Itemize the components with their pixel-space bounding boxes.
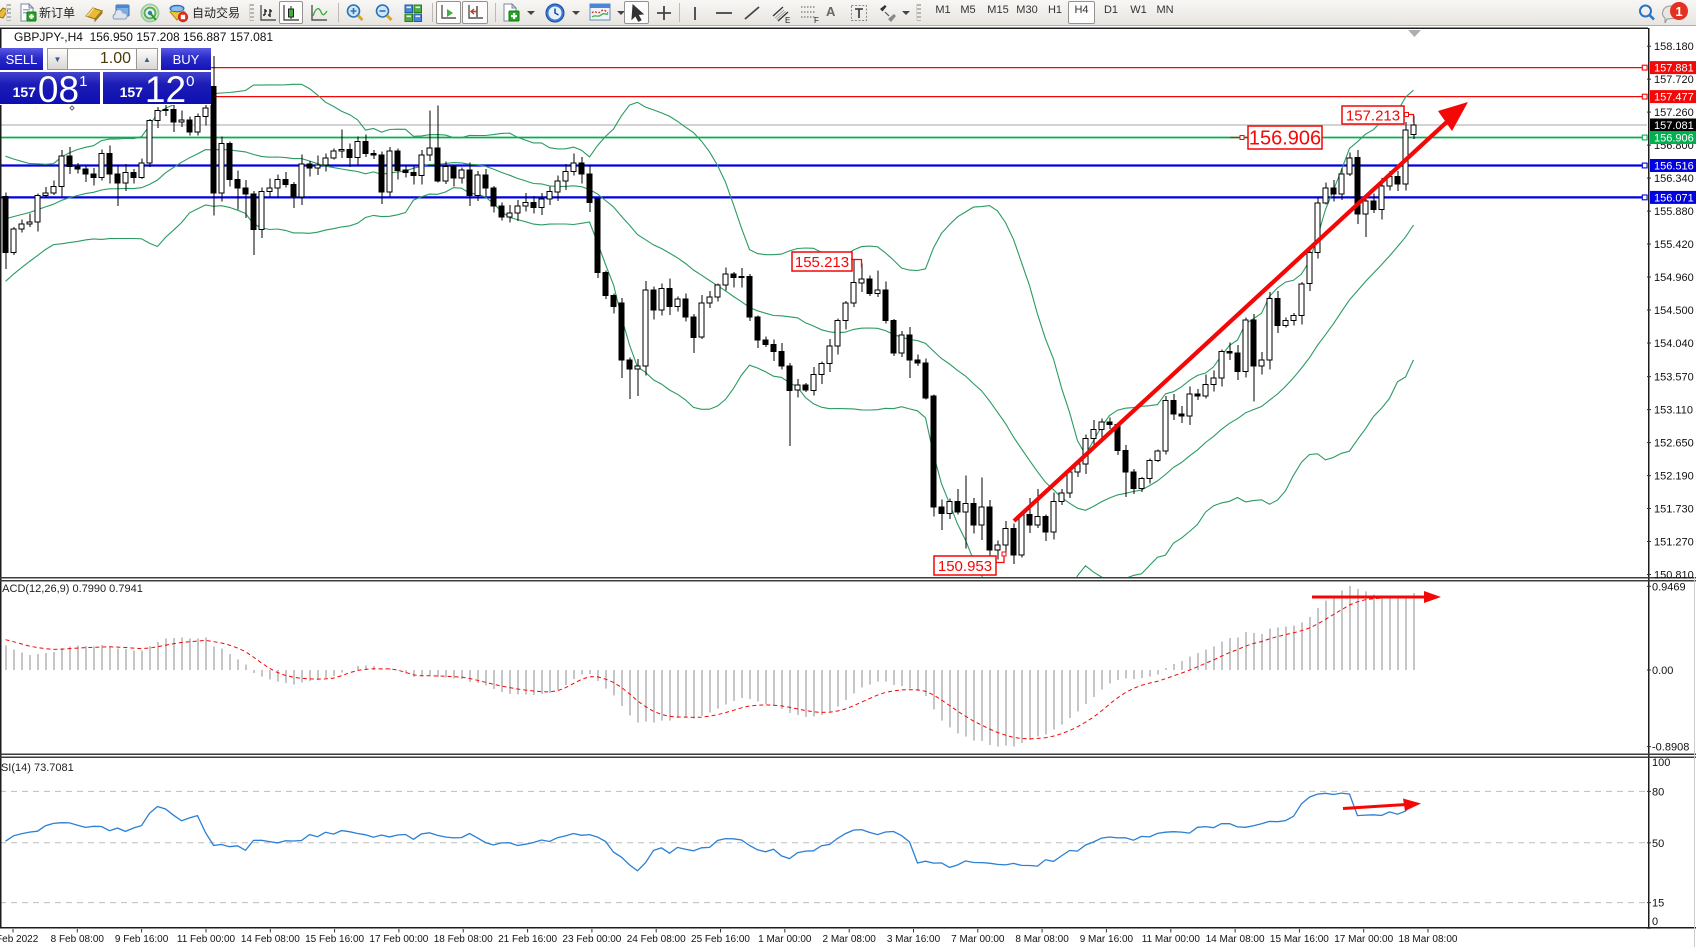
svg-text:156.906: 156.906	[1249, 128, 1321, 150]
svg-text:11 Mar 00:00: 11 Mar 00:00	[1142, 934, 1201, 945]
svg-text:18 Feb 08:00: 18 Feb 08:00	[434, 934, 493, 945]
svg-text:152.190: 152.190	[1654, 471, 1694, 483]
svg-text:15: 15	[1652, 898, 1664, 910]
svg-text:0: 0	[1652, 916, 1658, 928]
svg-text:9 Mar 16:00: 9 Mar 16:00	[1080, 934, 1134, 945]
svg-text:0.9469: 0.9469	[1652, 581, 1686, 593]
svg-text:17 Feb 00:00: 17 Feb 00:00	[369, 934, 428, 945]
svg-text:8 Mar 08:00: 8 Mar 08:00	[1015, 934, 1069, 945]
svg-text:157.081: 157.081	[1654, 120, 1694, 132]
svg-text:23 Feb 00:00: 23 Feb 00:00	[562, 934, 621, 945]
svg-text:157.477: 157.477	[1654, 92, 1694, 104]
svg-text:158.180: 158.180	[1654, 41, 1694, 53]
svg-text:25 Feb 16:00: 25 Feb 16:00	[691, 934, 750, 945]
svg-text:151.730: 151.730	[1654, 504, 1694, 516]
svg-text:153.570: 153.570	[1654, 372, 1694, 384]
svg-text:156.340: 156.340	[1654, 173, 1694, 185]
svg-text:154.500: 154.500	[1654, 305, 1694, 317]
svg-text:50: 50	[1652, 838, 1664, 850]
svg-text:1 Mar 00:00: 1 Mar 00:00	[758, 934, 812, 945]
svg-text:14 Mar 08:00: 14 Mar 08:00	[1206, 934, 1265, 945]
svg-text:155.213: 155.213	[795, 254, 849, 271]
svg-text:0.00: 0.00	[1652, 665, 1673, 677]
svg-text:156.906: 156.906	[1654, 133, 1694, 145]
svg-text:9 Feb 16:00: 9 Feb 16:00	[115, 934, 169, 945]
svg-text:-0.8908: -0.8908	[1652, 742, 1689, 754]
svg-text:8 Feb 08:00: 8 Feb 08:00	[51, 934, 105, 945]
svg-text:3 Mar 16:00: 3 Mar 16:00	[887, 934, 941, 945]
svg-text:F: F	[814, 16, 819, 25]
svg-text:7 Mar 00:00: 7 Mar 00:00	[951, 934, 1005, 945]
svg-text:153.110: 153.110	[1654, 405, 1693, 417]
svg-text:15 Mar 16:00: 15 Mar 16:00	[1270, 934, 1329, 945]
svg-text:E: E	[785, 16, 790, 25]
svg-text:154.040: 154.040	[1654, 338, 1694, 350]
svg-text:100: 100	[1652, 757, 1670, 769]
svg-text:1: 1	[1675, 4, 1682, 19]
svg-text:2 Mar 08:00: 2 Mar 08:00	[823, 934, 877, 945]
svg-text:157.260: 157.260	[1654, 107, 1694, 119]
svg-text:155.880: 155.880	[1654, 206, 1694, 218]
svg-text:24 Feb 08:00: 24 Feb 08:00	[627, 934, 686, 945]
svg-text:18 Mar 08:00: 18 Mar 08:00	[1399, 934, 1458, 945]
svg-text:151.270: 151.270	[1654, 537, 1694, 549]
svg-text:RSI(14) 73.7081: RSI(14) 73.7081	[0, 762, 74, 774]
svg-text:150.953: 150.953	[938, 558, 992, 575]
svg-text:157.213: 157.213	[1346, 107, 1400, 124]
svg-text:152.650: 152.650	[1654, 438, 1694, 450]
svg-text:15 Feb 16:00: 15 Feb 16:00	[305, 934, 364, 945]
svg-text:7 Feb 2022: 7 Feb 2022	[0, 934, 39, 945]
svg-text:21 Feb 16:00: 21 Feb 16:00	[498, 934, 557, 945]
svg-text:157.881: 157.881	[1654, 63, 1694, 75]
svg-text:17 Mar 00:00: 17 Mar 00:00	[1334, 934, 1393, 945]
svg-text:80: 80	[1652, 786, 1664, 798]
svg-text:156.516: 156.516	[1654, 161, 1694, 173]
svg-text:157.720: 157.720	[1654, 74, 1694, 86]
svg-text:150.810: 150.810	[1654, 570, 1694, 582]
svg-text:154.960: 154.960	[1654, 272, 1694, 284]
svg-text:MACD(12,26,9) 0.7990 0.7941: MACD(12,26,9) 0.7990 0.7941	[0, 583, 143, 595]
svg-text:155.420: 155.420	[1654, 239, 1694, 251]
svg-text:GBPJPY-,H4 156.950 157.208 15: GBPJPY-,H4 156.950 157.208 156.887 157.0…	[14, 30, 273, 44]
svg-text:11 Feb 00:00: 11 Feb 00:00	[177, 934, 236, 945]
svg-text:14 Feb 08:00: 14 Feb 08:00	[241, 934, 300, 945]
svg-text:156.071: 156.071	[1654, 192, 1694, 204]
